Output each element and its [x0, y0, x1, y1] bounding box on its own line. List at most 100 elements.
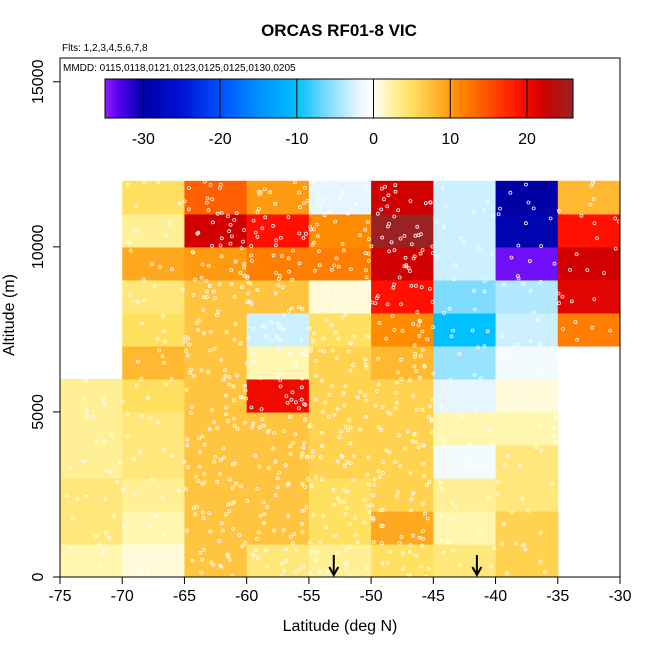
sample-point [224, 393, 228, 398]
colorbar-segment [549, 79, 555, 118]
sample-point [65, 493, 69, 498]
sample-point [253, 230, 258, 235]
sample-point [187, 342, 192, 347]
sample-point [186, 207, 191, 212]
sample-point [287, 351, 292, 356]
sample-point [488, 564, 493, 569]
sample-point [413, 283, 418, 288]
sample-point [227, 375, 232, 379]
sample-point [162, 329, 167, 334]
sample-point [85, 414, 89, 419]
sample-point [206, 208, 211, 213]
sample-point [425, 337, 430, 342]
colorbar-segment [342, 79, 348, 118]
sample-point [613, 216, 617, 221]
sample-point [196, 318, 201, 323]
sample-point [431, 371, 436, 376]
sample-point [454, 505, 459, 509]
heatmap-cell [371, 246, 434, 281]
x-tick-label: -55 [297, 588, 320, 605]
heatmap-cell [433, 279, 497, 314]
sample-point [538, 559, 543, 564]
heatmap-cell [122, 510, 186, 545]
heatmap-cell [246, 345, 310, 380]
heatmap-cell [495, 345, 559, 380]
sample-point [367, 279, 372, 284]
colorbar-segment [269, 79, 275, 118]
sample-point [243, 383, 248, 388]
sample-point [133, 229, 138, 234]
sample-point [372, 477, 377, 482]
sample-point [260, 226, 265, 231]
sample-point [271, 253, 276, 258]
sample-point [430, 244, 435, 249]
sample-point [418, 354, 423, 359]
sample-point [205, 196, 210, 201]
sample-point [262, 512, 267, 517]
sample-point [380, 460, 385, 464]
sample-point [266, 428, 271, 433]
sample-point [273, 291, 278, 296]
sample-point [242, 228, 247, 232]
sample-point [588, 202, 593, 207]
sample-point [343, 424, 348, 429]
heatmap-cell [495, 246, 559, 281]
heatmap-cell [433, 180, 497, 215]
sample-point [269, 320, 274, 325]
heatmap-cell [60, 444, 123, 479]
sample-point [378, 508, 383, 513]
sample-point [408, 199, 413, 203]
sample-point [233, 259, 238, 264]
sample-point [539, 424, 543, 429]
sample-point [340, 454, 345, 459]
heatmap-cell [122, 411, 186, 446]
sample-point [294, 363, 299, 368]
sample-point [281, 285, 285, 290]
sample-point [431, 325, 435, 330]
sample-point [145, 395, 150, 400]
sample-point [408, 378, 412, 383]
sample-points [65, 179, 620, 577]
sample-point [199, 368, 204, 373]
heatmap-cell [433, 477, 497, 512]
sample-point [245, 498, 250, 503]
sample-point [489, 252, 494, 257]
colorbar-segment [266, 79, 271, 118]
sample-point [353, 532, 358, 537]
sample-point [349, 574, 354, 577]
sample-point [227, 557, 232, 562]
sample-point [355, 298, 360, 303]
sample-point [200, 557, 205, 562]
sample-point [305, 454, 310, 459]
sample-point [289, 397, 294, 402]
sample-point [503, 463, 508, 467]
sample-point [440, 185, 445, 190]
colorbar-segment [154, 79, 160, 118]
sample-point [109, 432, 113, 437]
sample-point [602, 271, 606, 275]
x-axis: -75 -70 -65 -60 -55 -50 -45 -40 -35 -30 [48, 577, 632, 605]
sample-point [255, 486, 260, 491]
sample-point [212, 346, 217, 351]
sample-point [103, 496, 108, 501]
colorbar-segment [281, 79, 286, 118]
sample-point [198, 550, 203, 555]
sample-point [300, 482, 305, 486]
colorbar-segment [362, 79, 367, 118]
sample-point [482, 344, 487, 349]
sample-point [247, 299, 252, 304]
colorbar-segment [381, 79, 386, 118]
colorbar-segment [454, 79, 459, 118]
sample-point [277, 470, 282, 475]
sample-point [262, 187, 267, 192]
colorbar-segment [530, 79, 536, 118]
sample-point [592, 221, 597, 226]
sample-point [275, 485, 280, 490]
sample-point [380, 561, 385, 566]
sample-point [75, 496, 80, 501]
sample-point [286, 308, 291, 313]
sample-point [396, 208, 401, 213]
heatmap-cell [557, 312, 620, 347]
sample-point [449, 334, 454, 339]
sample-point [245, 274, 250, 279]
